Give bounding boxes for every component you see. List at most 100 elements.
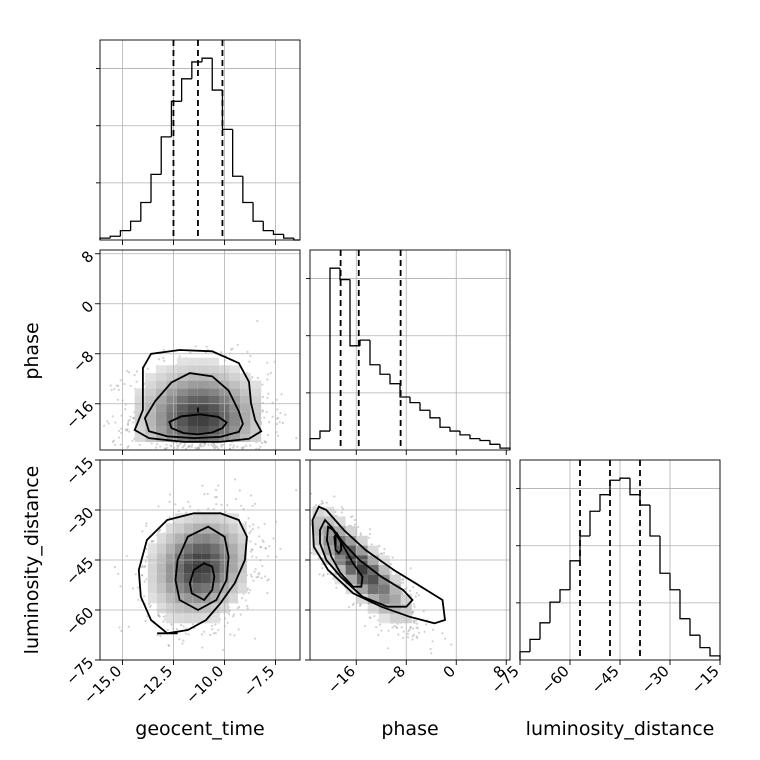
sample-point: [158, 529, 161, 532]
sample-point: [181, 446, 184, 449]
sample-point: [180, 623, 183, 627]
density-cell: [176, 395, 188, 404]
sample-point: [178, 638, 181, 641]
sample-point: [214, 488, 218, 491]
sample-point: [162, 620, 165, 623]
sample-point: [335, 586, 338, 590]
sample-point: [138, 443, 141, 446]
density-cell: [174, 583, 184, 594]
sample-point: [113, 443, 116, 446]
sample-point: [409, 567, 412, 570]
hist-bar-geocent_time-16: [262, 221, 274, 232]
sample-point: [110, 388, 113, 391]
density-cell: [155, 388, 167, 396]
hist-bar-geocent_time-8: [180, 78, 192, 102]
sample-point: [128, 430, 131, 433]
contour-level-geocent_time-vs-luminosity_distance-2: [137, 512, 248, 635]
density-cell: [165, 553, 175, 564]
sample-point: [249, 530, 253, 533]
density-cell: [345, 584, 357, 595]
sample-point: [194, 446, 197, 450]
sample-point: [377, 633, 380, 637]
sample-point: [295, 437, 298, 440]
sample-point: [284, 413, 287, 416]
sample-point: [157, 358, 160, 361]
density-cell: [210, 543, 220, 554]
sample-point: [201, 484, 204, 487]
sample-point: [220, 351, 223, 354]
sample-point: [276, 434, 280, 437]
density-cell: [229, 365, 241, 373]
sample-point: [364, 625, 367, 628]
sample-point: [240, 446, 243, 449]
sample-point: [119, 379, 122, 382]
hist-bar-phase-16: [469, 434, 480, 440]
density-cell: [155, 395, 167, 404]
density-cell: [201, 583, 211, 594]
density-cell: [198, 418, 209, 427]
density-cell: [156, 543, 166, 554]
sample-point: [113, 387, 116, 391]
density-cell: [323, 506, 335, 517]
sample-point: [402, 636, 405, 640]
hist-bar-luminosity_distance-18: [699, 635, 710, 649]
sample-point: [400, 590, 403, 593]
sample-point: [250, 573, 253, 576]
sample-point: [429, 648, 432, 651]
sample-point: [220, 445, 223, 448]
density-cell: [378, 565, 390, 575]
hist-bar-luminosity_distance-17: [689, 618, 700, 636]
sample-point: [271, 415, 274, 418]
density-cell: [323, 535, 335, 546]
sample-point: [195, 447, 199, 450]
density-cell: [229, 426, 241, 435]
hist-bar-phase-9: [399, 383, 410, 398]
sample-point: [258, 447, 261, 450]
density-cell: [356, 535, 368, 546]
density-cell: [174, 603, 184, 614]
sample-point: [267, 578, 270, 581]
sample-point: [238, 489, 241, 492]
sample-point: [352, 602, 355, 605]
hist-bar-geocent_time-11: [211, 58, 223, 91]
sample-point: [406, 636, 409, 639]
sample-point: [261, 441, 264, 445]
density-cell: [208, 395, 219, 404]
sample-point: [413, 605, 416, 608]
sample-point: [185, 627, 188, 630]
sample-point: [351, 515, 354, 518]
density-cell: [134, 395, 146, 404]
sample-point: [257, 573, 260, 576]
sample-point: [415, 635, 418, 638]
sample-point: [177, 444, 180, 447]
sample-point: [250, 548, 253, 551]
sample-point: [213, 443, 216, 447]
hist-bar-phase-18: [489, 440, 500, 445]
sample-point: [255, 556, 258, 559]
sample-point: [176, 447, 179, 450]
sample-point: [390, 563, 393, 566]
density-cell: [237, 563, 247, 574]
sample-point: [412, 633, 416, 636]
sample-point: [235, 498, 238, 501]
density-cell: [176, 426, 188, 435]
sample-point: [387, 647, 390, 650]
sample-point: [117, 572, 120, 575]
sample-point: [368, 533, 371, 536]
density-cell: [176, 403, 188, 412]
sample-point: [113, 566, 116, 569]
hist-bar-luminosity_distance-7: [589, 510, 600, 537]
hist-bar-phase-6: [369, 340, 380, 366]
contour-level-geocent_time-vs-luminosity_distance-0: [188, 562, 216, 602]
sample-point: [188, 444, 191, 447]
density-cell: [237, 533, 247, 544]
sample-point: [183, 443, 186, 446]
sample-point: [358, 604, 362, 608]
density-cell: [210, 523, 220, 534]
sample-point: [215, 495, 218, 499]
density-cell: [240, 434, 251, 442]
sample-point: [232, 444, 235, 447]
density-cell: [198, 373, 209, 381]
sample-point: [127, 445, 130, 448]
sample-point: [204, 443, 207, 446]
